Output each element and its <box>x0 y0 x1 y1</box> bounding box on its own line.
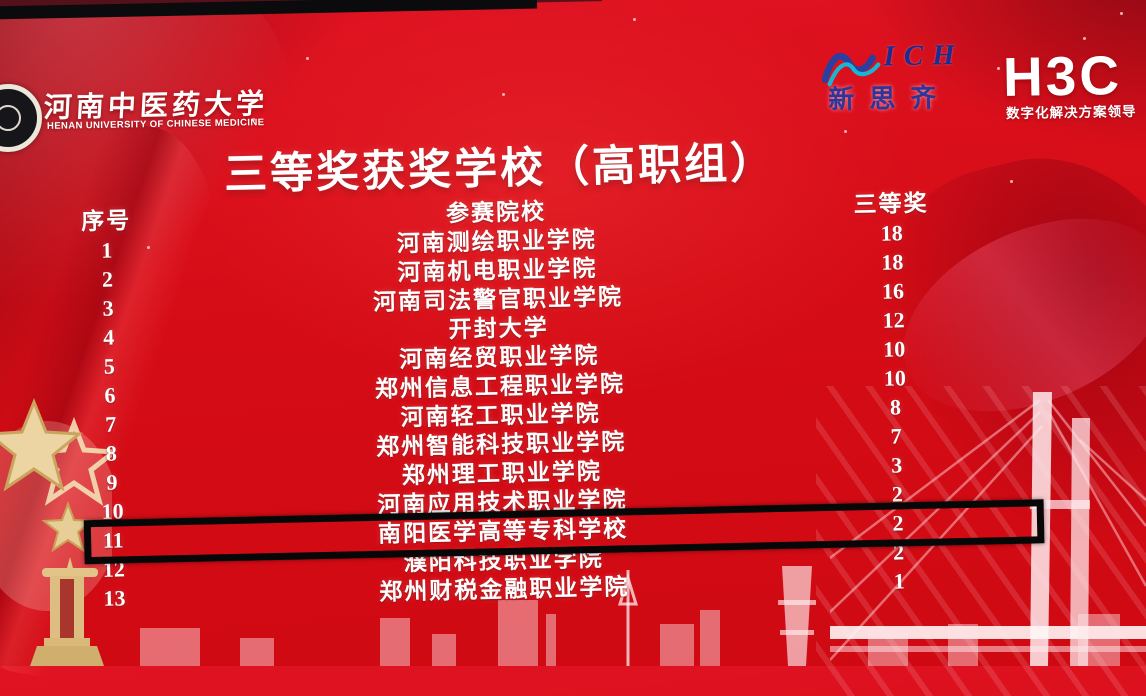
light-rays-bottom-right <box>816 386 1146 696</box>
sparkle <box>1010 180 1013 183</box>
bridge-graphic <box>830 392 1146 666</box>
row-count: 16 <box>881 278 905 304</box>
row-number: 1 <box>101 237 113 263</box>
row-count: 10 <box>883 365 907 391</box>
row-number: 3 <box>102 295 114 321</box>
xsq-chinese-name: 新思齐 <box>828 83 952 115</box>
row-count: 18 <box>880 220 903 246</box>
col-no-header: 序号 <box>80 208 132 235</box>
col-count-header: 三等奖 <box>853 190 929 218</box>
row-count: 10 <box>882 336 906 362</box>
trophy-icon <box>0 397 112 666</box>
sparkle <box>252 118 255 121</box>
row-number: 6 <box>104 382 116 408</box>
h3c-tagline: 数字化解决方案领导 <box>1005 103 1137 122</box>
row-number: 8 <box>105 440 118 466</box>
sparkle <box>306 57 309 60</box>
row-count: 1 <box>893 568 906 594</box>
row-number: 7 <box>104 411 117 437</box>
row-number: 13 <box>103 585 126 611</box>
row-count: 12 <box>882 307 905 333</box>
row-count: 3 <box>890 452 903 478</box>
slide-content: 三等奖获奖学校（高职组） 序号 参赛院校 三等奖 1 河南测绘职业学院 18 2… <box>50 130 1045 614</box>
row-count: 18 <box>881 249 904 275</box>
row-number: 4 <box>102 324 115 350</box>
xsq-swoosh-icon <box>821 53 881 87</box>
row-number: 9 <box>106 469 118 495</box>
xsq-logo: ICH 新思齐 <box>821 37 982 120</box>
row-number: 2 <box>101 266 114 292</box>
sparkle <box>633 18 636 21</box>
sparkle <box>147 246 150 249</box>
sparkle <box>844 130 847 133</box>
h3c-logo: H3C <box>1002 43 1123 109</box>
sparkle <box>997 67 1000 70</box>
sparkle <box>502 93 505 96</box>
city-skyline-graphic <box>140 566 1120 666</box>
xsq-latin-text: ICH <box>883 38 965 73</box>
row-count: 8 <box>889 394 902 420</box>
row-count: 7 <box>890 423 902 449</box>
row-number: 5 <box>103 353 116 379</box>
seal-emblem <box>0 105 21 131</box>
sparkle <box>1120 12 1123 15</box>
sparkle <box>1083 37 1086 40</box>
